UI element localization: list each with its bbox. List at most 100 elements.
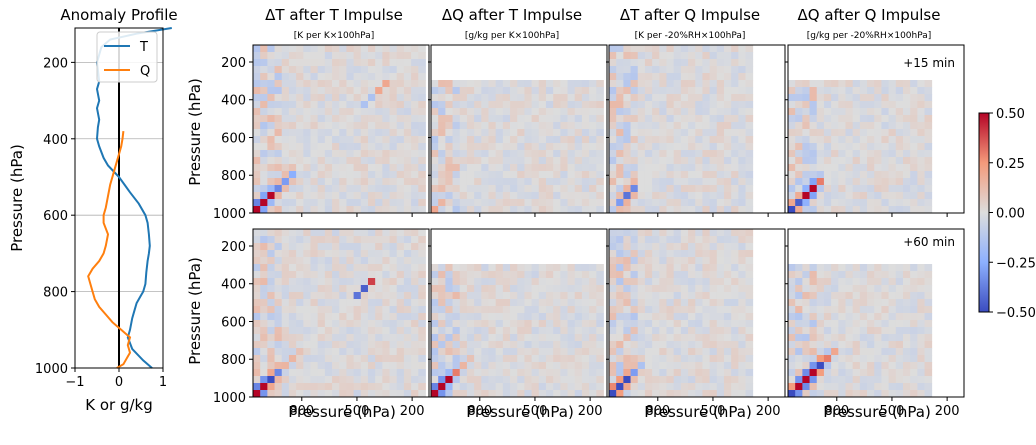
heatmap-cell xyxy=(666,264,675,272)
heatmap-cell xyxy=(838,278,846,286)
heatmap-cell xyxy=(589,164,597,172)
heatmap-cell xyxy=(495,108,504,116)
heatmap-cell xyxy=(567,271,576,279)
heatmap-cell xyxy=(346,143,355,151)
heatmap-cell xyxy=(360,341,369,349)
heatmap-cell xyxy=(288,236,297,244)
heatmap-cell xyxy=(888,122,897,130)
heatmap-cell xyxy=(274,192,283,200)
heatmap-cell xyxy=(644,264,653,272)
heatmap-cell xyxy=(310,192,319,200)
heatmap-cell xyxy=(881,264,890,272)
heatmap-cell xyxy=(296,355,304,363)
heatmap-cell xyxy=(802,108,810,116)
heatmap-cell xyxy=(688,299,696,307)
heatmap-cell xyxy=(560,192,568,200)
heatmap-cell xyxy=(731,115,739,123)
heatmap-cell xyxy=(317,285,326,293)
heatmap-cell xyxy=(281,292,290,300)
heatmap-cell xyxy=(332,73,340,81)
heatmap-cell xyxy=(745,206,754,214)
heatmap-cell xyxy=(845,292,854,300)
heatmap-cell xyxy=(303,250,311,258)
heatmap-cell xyxy=(288,206,297,214)
heatmap-cell xyxy=(745,369,754,377)
heatmap-cell xyxy=(695,199,703,207)
heatmap-cell xyxy=(809,80,818,88)
profile-title: Anomaly Profile xyxy=(60,6,177,24)
heatmap-cell xyxy=(303,185,311,193)
heatmap-cell xyxy=(917,376,925,384)
heatmap-cell xyxy=(567,390,576,398)
heatmap-cell xyxy=(445,129,453,137)
heatmap-cell xyxy=(924,143,933,151)
heatmap-cell xyxy=(517,122,525,130)
heatmap-cell xyxy=(745,80,754,88)
heatmap-cell xyxy=(360,320,369,328)
heatmap-cell xyxy=(709,87,718,95)
heatmap-cell xyxy=(260,143,268,151)
heatmap-cell xyxy=(623,376,631,384)
heatmap-cell xyxy=(431,327,439,335)
heatmap-cell xyxy=(816,285,825,293)
heatmap-cell xyxy=(666,285,675,293)
heatmap-cell xyxy=(339,66,347,74)
heatmap-cell xyxy=(659,199,667,207)
heatmap-cell xyxy=(637,164,646,172)
heatmap-cell xyxy=(723,178,732,186)
heatmap-cell xyxy=(823,362,832,370)
heatmap-cell xyxy=(666,52,675,60)
heatmap-cell xyxy=(281,206,290,214)
heatmap-cell xyxy=(332,292,340,300)
heatmap-cell xyxy=(581,206,590,214)
heatmap-cell xyxy=(389,348,398,356)
heatmap-cell xyxy=(324,243,333,251)
heatmap-cell xyxy=(517,306,525,314)
heatmap-cell xyxy=(630,383,639,391)
heatmap-cell xyxy=(845,334,854,342)
heatmap-cell xyxy=(795,334,803,342)
heatmap-cell xyxy=(902,87,911,95)
heatmap-cell xyxy=(823,94,832,102)
heatmap-cell xyxy=(623,199,631,207)
heatmap-cell xyxy=(731,157,739,165)
heatmap-cell xyxy=(596,355,604,363)
heatmap-cell xyxy=(695,250,703,258)
heatmap-cell xyxy=(874,101,882,109)
heatmap-cell xyxy=(859,108,868,116)
heatmap-cell xyxy=(881,369,890,377)
heatmap-cell xyxy=(852,143,861,151)
heatmap-cell xyxy=(567,285,576,293)
heatmap-cell xyxy=(609,285,617,293)
heatmap-cell xyxy=(581,192,590,200)
heatmap-cell xyxy=(367,243,376,251)
heatmap-cell xyxy=(838,376,846,384)
heatmap-cell xyxy=(688,45,696,53)
heatmap-cell xyxy=(874,122,882,130)
heatmap-cell xyxy=(589,390,597,398)
heatmap-cell xyxy=(346,383,355,391)
heatmap-cell xyxy=(881,122,890,130)
heatmap-cell xyxy=(589,136,597,144)
heatmap-cell xyxy=(567,376,576,384)
heatmap-xtick-label: 500 xyxy=(523,404,548,419)
heatmap-cell xyxy=(375,348,383,356)
heatmap-cell xyxy=(709,73,718,81)
heatmap-cell xyxy=(396,320,405,328)
heatmap-cell xyxy=(745,143,754,151)
heatmap-cell xyxy=(517,171,525,179)
heatmap-cell xyxy=(881,313,890,321)
heatmap-cell xyxy=(353,45,362,53)
heatmap-cell xyxy=(296,320,304,328)
heatmap-cell xyxy=(346,185,355,193)
heatmap-cell xyxy=(253,285,261,293)
heatmap-cell xyxy=(910,334,918,342)
heatmap-cell xyxy=(924,87,933,95)
heatmap-cell xyxy=(260,108,268,116)
heatmap-cell xyxy=(310,178,319,186)
heatmap-cell xyxy=(353,390,362,398)
heatmap-cell xyxy=(888,206,897,214)
heatmap-cell xyxy=(367,171,376,179)
heatmap-cell xyxy=(466,355,475,363)
